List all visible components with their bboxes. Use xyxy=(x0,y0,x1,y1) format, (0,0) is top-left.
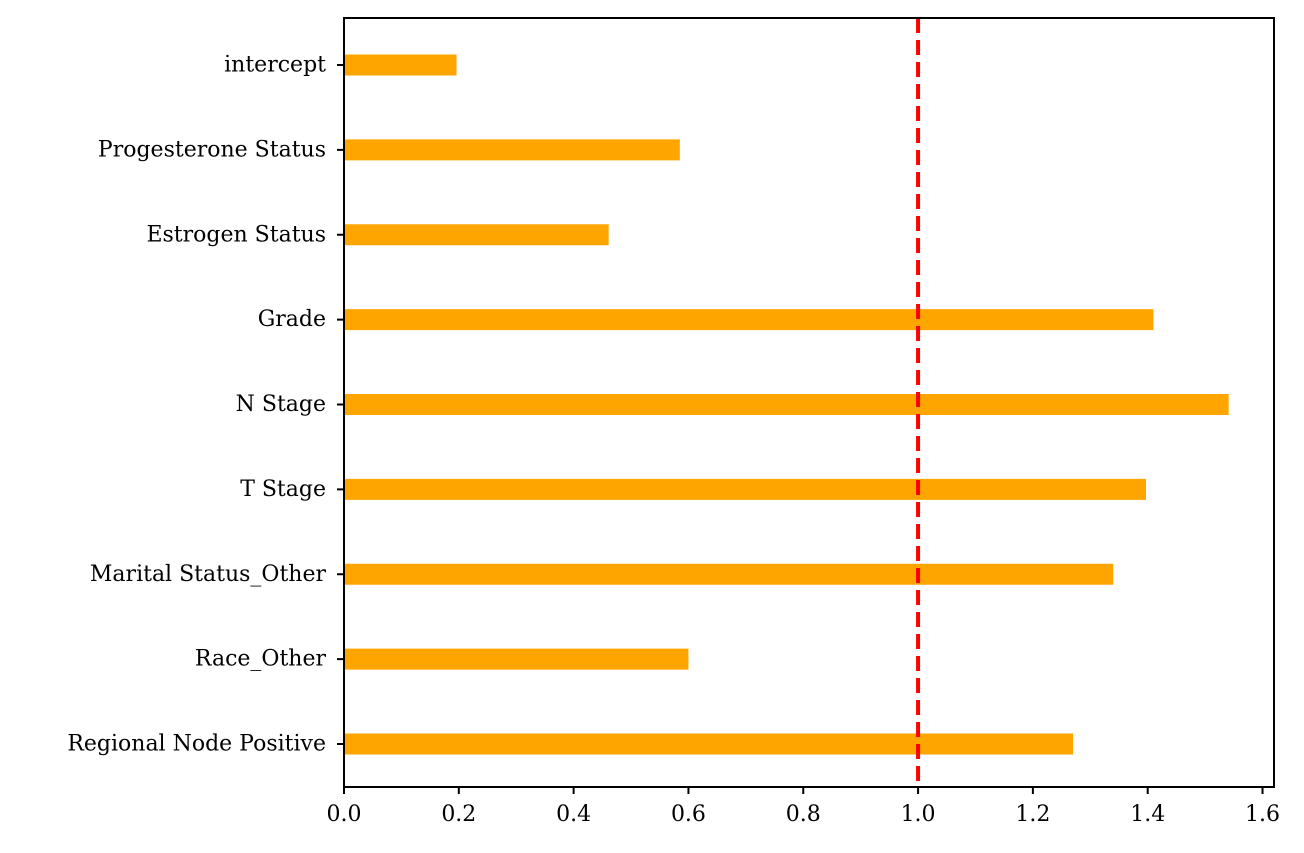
bar-progesterone-status xyxy=(344,139,680,161)
bar-race-other xyxy=(344,648,689,670)
bar-intercept xyxy=(344,54,457,76)
bar-grade xyxy=(344,309,1154,331)
y-axis: intercept Progesterone Status Estrogen Sta… xyxy=(67,53,344,757)
y-tick-label: intercept xyxy=(224,53,326,78)
bar-t-stage xyxy=(344,478,1146,500)
bar-marital-status-other xyxy=(344,563,1114,585)
bar-regional-node-positive xyxy=(344,733,1074,755)
y-tick-label: T Stage xyxy=(240,477,326,502)
x-tick-label: 1.4 xyxy=(1130,802,1165,827)
bar-estrogen-status xyxy=(344,224,609,246)
x-tick-label: 0.0 xyxy=(327,802,362,827)
x-tick-label: 1.2 xyxy=(1015,802,1050,827)
y-tick-label: Estrogen Status xyxy=(146,222,326,247)
bars-layer xyxy=(344,54,1229,755)
y-tick-label: Marital Status_Other xyxy=(90,562,327,587)
x-axis: 0.0 0.2 0.4 0.6 0.8 1.0 1.2 1.4 1.6 xyxy=(327,787,1280,827)
x-tick-label: 1.0 xyxy=(901,802,936,827)
x-tick-label: 0.6 xyxy=(671,802,706,827)
y-tick-label: N Stage xyxy=(236,392,326,417)
y-tick-label: Grade xyxy=(258,307,326,332)
bar-n-stage xyxy=(344,394,1229,415)
x-tick-label: 0.2 xyxy=(441,802,476,827)
y-tick-label: Regional Node Positive xyxy=(67,732,326,757)
x-tick-label: 1.6 xyxy=(1245,802,1280,827)
y-tick-label: Race_Other xyxy=(195,647,327,672)
x-tick-label: 0.4 xyxy=(556,802,591,827)
x-tick-label: 0.8 xyxy=(786,802,821,827)
plot-frame xyxy=(343,17,1275,788)
y-tick-label: Progesterone Status xyxy=(98,137,326,162)
